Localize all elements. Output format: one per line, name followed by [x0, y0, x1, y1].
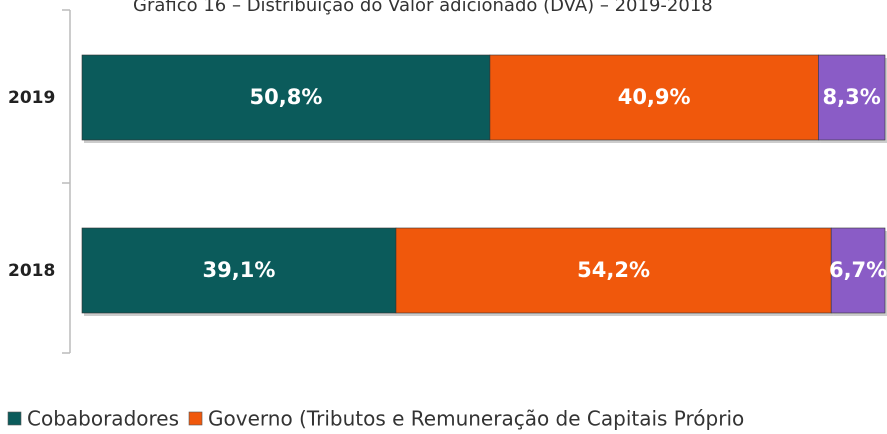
legend-swatch [188, 411, 203, 426]
legend-label: Cobaboradores [27, 407, 179, 431]
y-tick-label: 2018 [8, 261, 55, 281]
data-label: 54,2% [577, 258, 650, 282]
data-label: 6,7% [829, 258, 887, 282]
data-label: 40,9% [618, 85, 691, 109]
data-label: 50,8% [250, 85, 323, 109]
y-tick-label: 2019 [8, 88, 55, 108]
legend-label: Governo (Tributos e Remuneração de Capit… [208, 407, 744, 431]
data-label: 39,1% [203, 258, 276, 282]
bar-segment [81, 227, 397, 314]
data-label: 8,3% [823, 85, 881, 109]
bar-segment [395, 227, 832, 314]
chart-title: Gráfico 16 – Distribuição do Valor adici… [133, 0, 713, 16]
bar-segment [489, 54, 819, 141]
bar-segment [81, 54, 491, 141]
legend-swatch [7, 411, 22, 426]
bar-segment [830, 227, 886, 314]
bar-segment [818, 54, 886, 141]
